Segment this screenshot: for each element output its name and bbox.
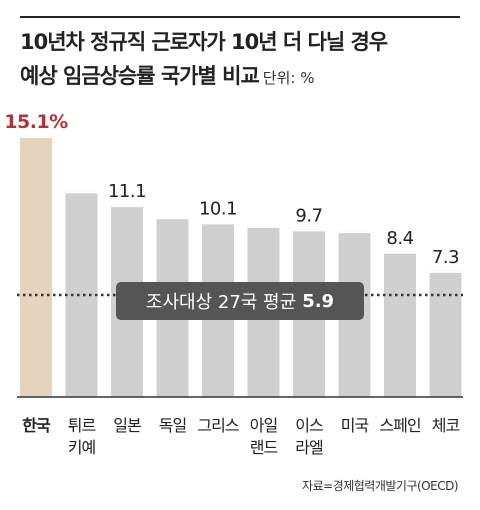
average-label-text: 조사대상 27국 평균 bbox=[145, 292, 297, 313]
data-label-9: 8.4 bbox=[386, 228, 413, 249]
data-label-1: 15.1% bbox=[4, 111, 68, 133]
average-label-box: 조사대상 27국 평균 5.9 bbox=[116, 282, 364, 320]
top-rule bbox=[20, 16, 460, 18]
chart-title-line2-text: 예상 임금상승률 국가별 비교 bbox=[20, 64, 260, 88]
category-label-7-line1: 이스 bbox=[295, 416, 323, 435]
category-label-1: 한국 bbox=[22, 416, 51, 435]
bar-10 bbox=[429, 270, 462, 397]
bar-2 bbox=[65, 191, 98, 397]
data-label-7: 9.7 bbox=[295, 205, 322, 226]
data-label-5: 10.1 bbox=[199, 198, 237, 219]
category-label-7-line2: 라엘 bbox=[295, 438, 323, 457]
data-label-3: 11.1 bbox=[108, 181, 146, 202]
category-label-4: 독일 bbox=[159, 416, 187, 435]
chart-title-line2: 예상 임금상승률 국가별 비교 단위: % bbox=[20, 60, 314, 90]
data-label-10: 7.3 bbox=[432, 247, 459, 268]
category-label-6-line1: 아일 bbox=[250, 416, 278, 435]
category-label-8: 미국 bbox=[341, 416, 369, 435]
category-label-5: 그리스 bbox=[197, 416, 238, 435]
average-value-text: 5.9 bbox=[302, 290, 335, 312]
category-label-2-line1: 튀르 bbox=[68, 416, 96, 435]
category-label-2-line2: 키예 bbox=[68, 438, 96, 457]
unit-label: 단위: % bbox=[262, 69, 315, 87]
category-label-9: 스페인 bbox=[379, 416, 420, 435]
source-note: 자료=경제협력개발기구(OECD) bbox=[302, 479, 458, 493]
chart-title-line1: 10년차 정규직 근로자가 10년 더 다닐 경우 bbox=[20, 30, 388, 54]
bar-9 bbox=[384, 251, 416, 397]
category-label-3: 일본 bbox=[113, 416, 141, 435]
category-label-6-line2: 랜드 bbox=[250, 438, 278, 457]
category-label-10: 체코 bbox=[432, 416, 460, 435]
bar-1 bbox=[20, 136, 52, 397]
